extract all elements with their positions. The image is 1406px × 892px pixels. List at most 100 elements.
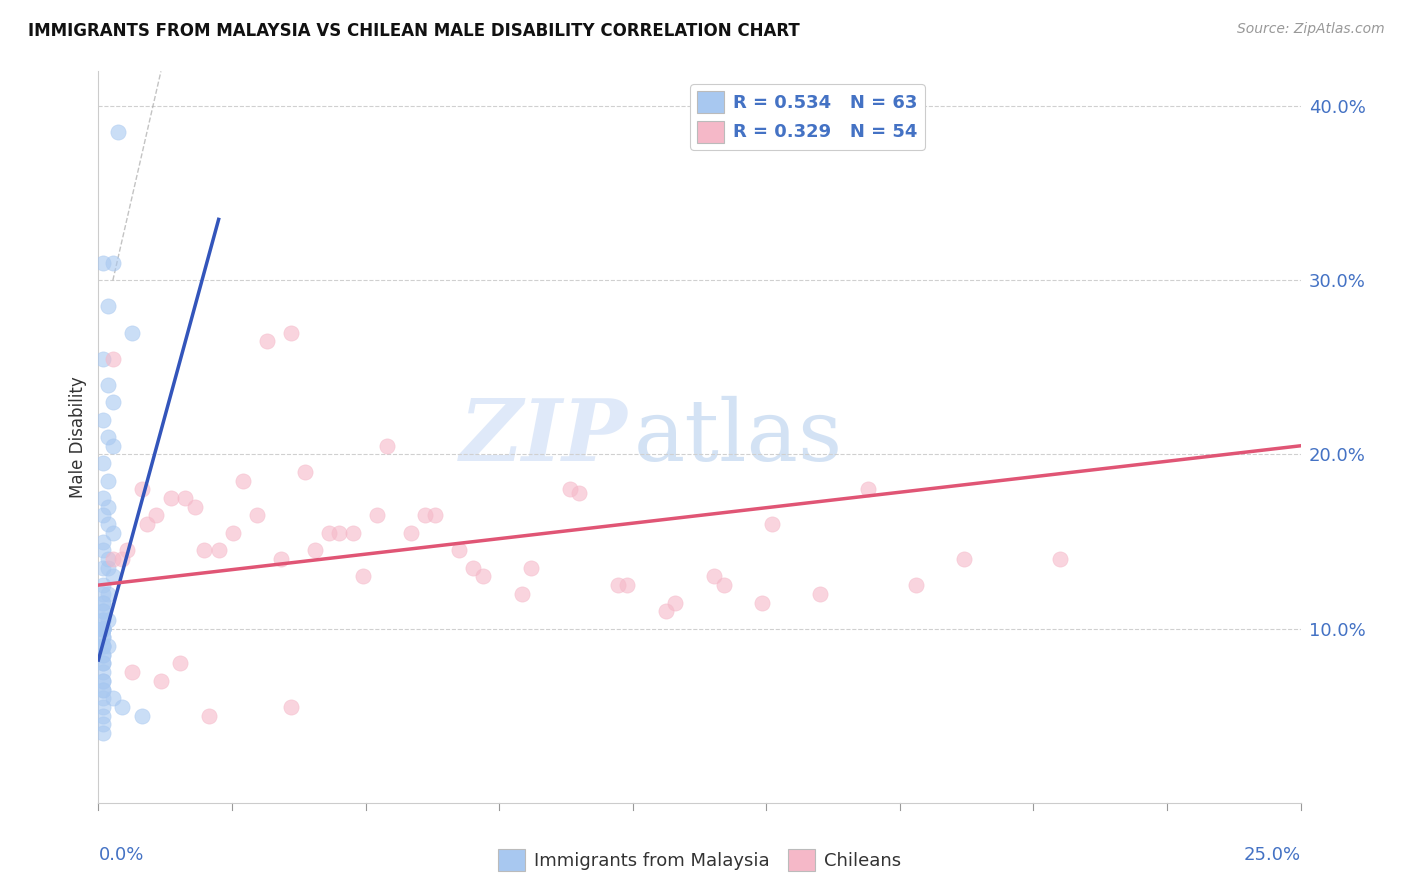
- Text: 25.0%: 25.0%: [1243, 847, 1301, 864]
- Point: [131, 483, 153, 497]
- Point: [97, 560, 120, 574]
- Point: [256, 334, 278, 349]
- Point: [91, 639, 114, 653]
- Point: [510, 587, 533, 601]
- Text: Source: ZipAtlas.com: Source: ZipAtlas.com: [1237, 22, 1385, 37]
- Point: [174, 491, 197, 505]
- Point: [294, 465, 316, 479]
- Point: [463, 560, 485, 574]
- Point: [169, 657, 191, 671]
- Point: [91, 717, 114, 731]
- Point: [97, 300, 120, 314]
- Point: [91, 631, 114, 645]
- Point: [761, 517, 783, 532]
- Legend: Immigrants from Malaysia, Chileans: Immigrants from Malaysia, Chileans: [491, 841, 908, 878]
- Point: [342, 525, 364, 540]
- Point: [91, 587, 114, 601]
- Point: [91, 657, 114, 671]
- Point: [606, 578, 628, 592]
- Point: [117, 543, 139, 558]
- Y-axis label: Male Disability: Male Disability: [69, 376, 87, 498]
- Point: [655, 604, 678, 618]
- Point: [135, 517, 157, 532]
- Point: [91, 534, 114, 549]
- Point: [145, 508, 167, 523]
- Point: [198, 708, 221, 723]
- Point: [91, 682, 114, 697]
- Point: [447, 543, 470, 558]
- Point: [91, 639, 114, 653]
- Point: [280, 326, 302, 340]
- Point: [808, 587, 831, 601]
- Point: [91, 639, 114, 653]
- Point: [149, 673, 172, 688]
- Point: [101, 351, 124, 366]
- Point: [101, 395, 124, 409]
- Point: [91, 657, 114, 671]
- Point: [366, 508, 388, 523]
- Point: [91, 622, 114, 636]
- Point: [91, 700, 114, 714]
- Point: [97, 639, 120, 653]
- Point: [91, 673, 114, 688]
- Point: [91, 543, 114, 558]
- Point: [91, 622, 114, 636]
- Point: [664, 595, 686, 609]
- Point: [246, 508, 269, 523]
- Point: [131, 708, 153, 723]
- Point: [415, 508, 437, 523]
- Point: [352, 569, 374, 583]
- Point: [304, 543, 326, 558]
- Point: [208, 543, 231, 558]
- Point: [280, 700, 302, 714]
- Point: [97, 552, 120, 566]
- Point: [91, 595, 114, 609]
- Point: [97, 430, 120, 444]
- Point: [423, 508, 446, 523]
- Point: [91, 648, 114, 662]
- Point: [111, 700, 134, 714]
- Point: [399, 525, 422, 540]
- Point: [703, 569, 725, 583]
- Point: [97, 613, 120, 627]
- Point: [91, 622, 114, 636]
- Point: [91, 412, 114, 426]
- Point: [91, 682, 114, 697]
- Point: [751, 595, 773, 609]
- Point: [1049, 552, 1071, 566]
- Point: [91, 613, 114, 627]
- Point: [101, 439, 124, 453]
- Point: [616, 578, 638, 592]
- Point: [91, 613, 114, 627]
- Point: [953, 552, 976, 566]
- Point: [91, 256, 114, 270]
- Point: [91, 595, 114, 609]
- Point: [222, 525, 245, 540]
- Point: [558, 483, 581, 497]
- Text: IMMIGRANTS FROM MALAYSIA VS CHILEAN MALE DISABILITY CORRELATION CHART: IMMIGRANTS FROM MALAYSIA VS CHILEAN MALE…: [28, 22, 800, 40]
- Point: [856, 483, 879, 497]
- Point: [91, 456, 114, 470]
- Point: [97, 587, 120, 601]
- Point: [91, 604, 114, 618]
- Point: [91, 560, 114, 574]
- Point: [713, 578, 735, 592]
- Point: [111, 552, 134, 566]
- Text: ZIP: ZIP: [460, 395, 627, 479]
- Point: [121, 326, 143, 340]
- Point: [904, 578, 927, 592]
- Text: 0.0%: 0.0%: [98, 847, 143, 864]
- Point: [91, 631, 114, 645]
- Point: [91, 604, 114, 618]
- Point: [318, 525, 340, 540]
- Point: [520, 560, 543, 574]
- Point: [183, 500, 205, 514]
- Point: [101, 569, 124, 583]
- Point: [101, 691, 124, 706]
- Point: [101, 256, 124, 270]
- Point: [472, 569, 495, 583]
- Point: [101, 525, 124, 540]
- Point: [97, 377, 120, 392]
- Point: [91, 665, 114, 680]
- Point: [91, 648, 114, 662]
